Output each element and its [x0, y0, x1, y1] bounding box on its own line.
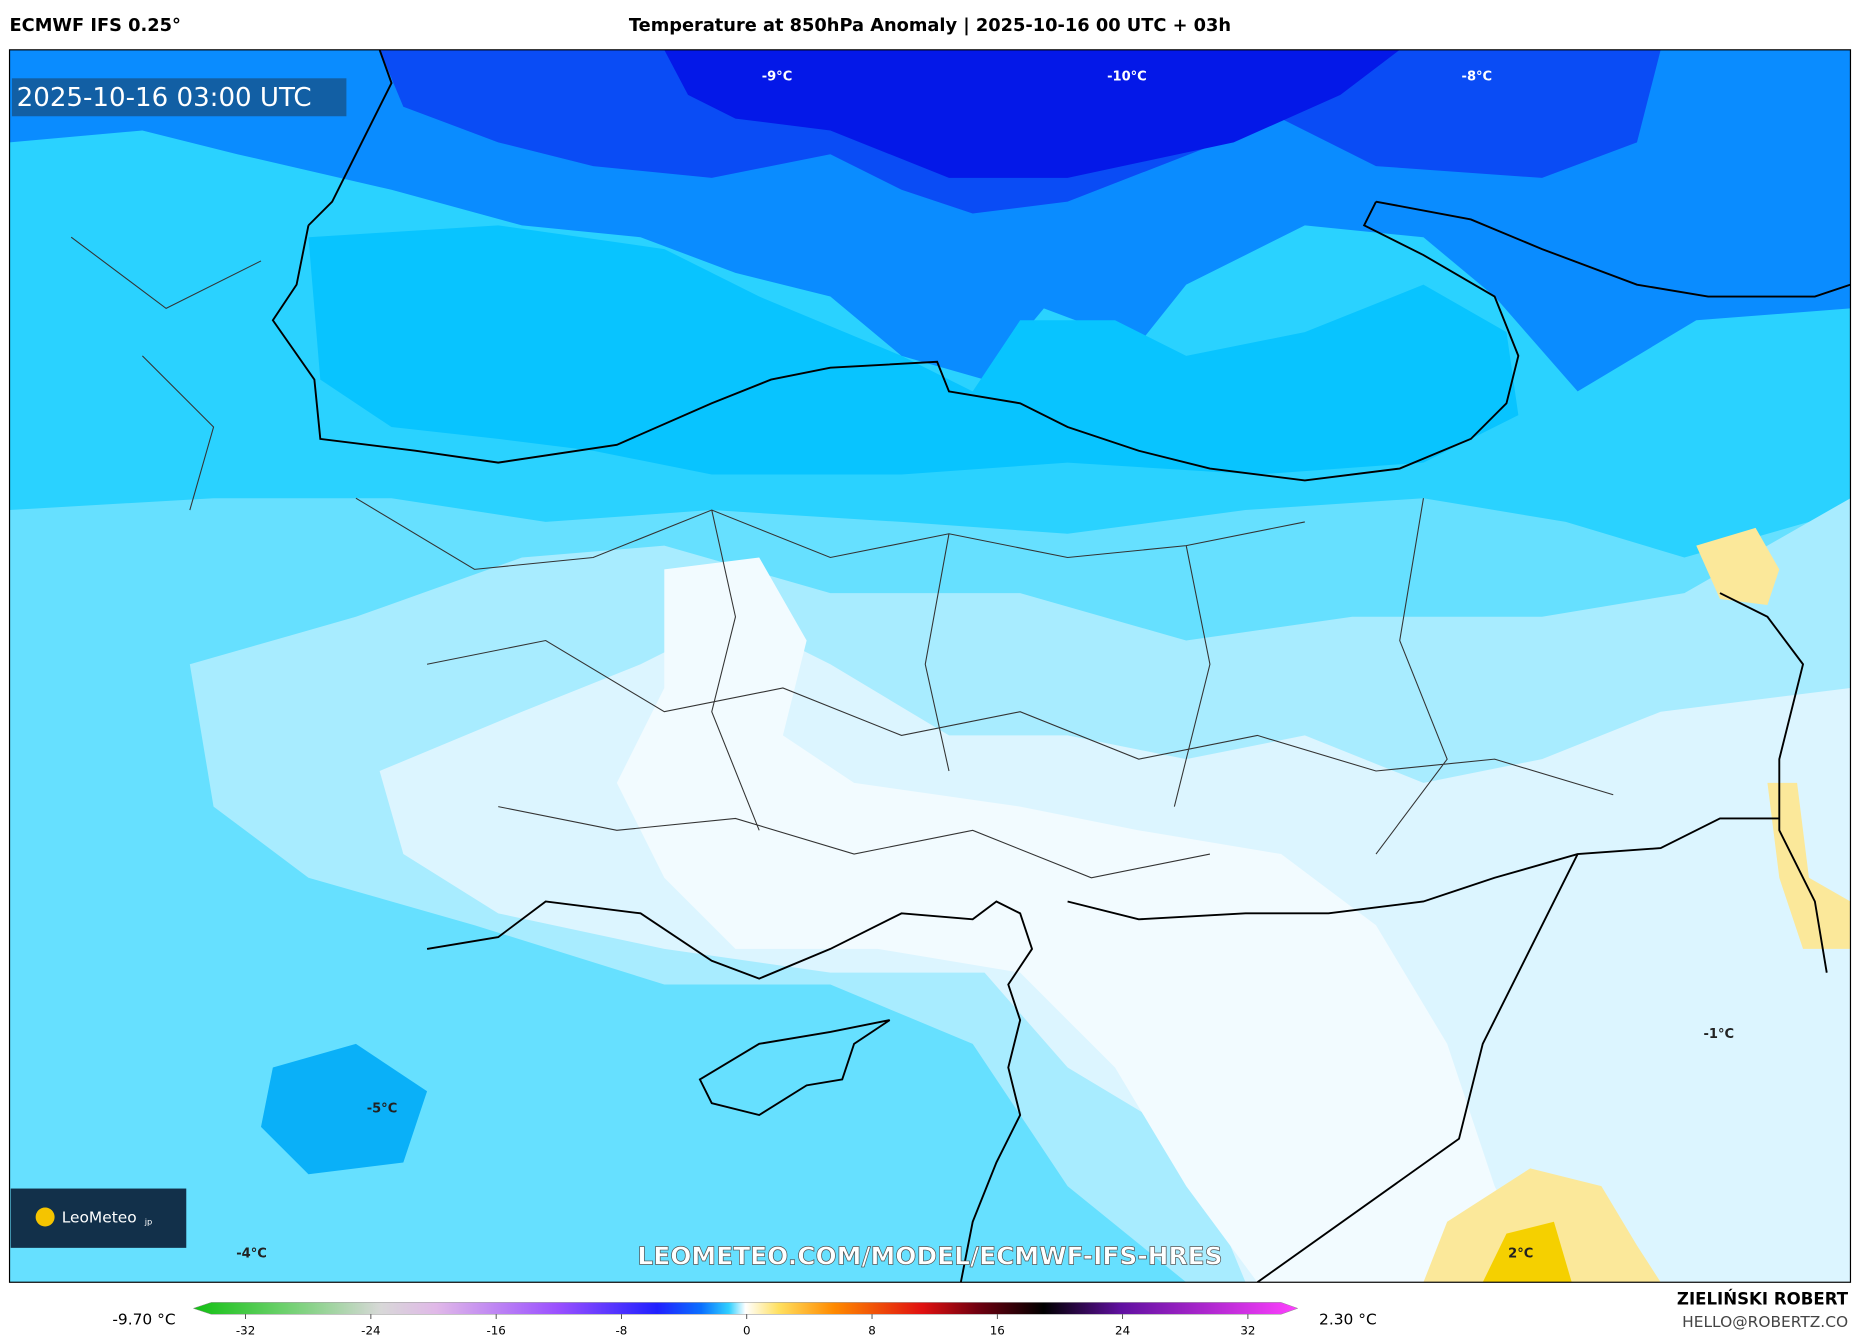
coastline-east [1375, 200, 1851, 298]
map-title: Temperature at 850hPa Anomaly | 2025-10-… [629, 15, 1231, 36]
author: ZIELIŃSKI ROBERT [1677, 1290, 1849, 1309]
coastline-black-sea [271, 201, 1520, 482]
field-sea [308, 225, 1519, 475]
contour-label: -5°C [367, 1102, 398, 1117]
colorbar-tick-label: 32 [1240, 1323, 1255, 1337]
field-warm-4 [1482, 1221, 1572, 1283]
contour-label: -10°C [1107, 70, 1147, 85]
colorbar-tick-label: -8 [616, 1323, 628, 1337]
source-label: ECMWF IFS 0.25° [10, 15, 181, 36]
colorbar-tick-label: 16 [990, 1323, 1005, 1337]
field-cyprus-sea [261, 1043, 428, 1175]
logo-name: LeoMeteo [62, 1209, 137, 1227]
colorbar-tick-label: 8 [868, 1323, 876, 1337]
colorbar [192, 1302, 1299, 1315]
contour-label: -4°C [236, 1246, 267, 1261]
admin-borders [70, 236, 1614, 879]
map-frame [8, 49, 1852, 1283]
colorbar-tick-label: 24 [1115, 1323, 1130, 1337]
colorbar-min: -9.70 °C [112, 1311, 175, 1329]
colorbar-ticks: -32 -24 -16 -8 0 8 16 24 32 [236, 1314, 1255, 1337]
watermark: LEOMETEO.COM/MODEL/ECMWF-IFS-HRES [637, 1241, 1222, 1270]
border-syria-iraq [1256, 853, 1579, 1283]
field-warm-2 [1767, 782, 1851, 949]
coastline-west [307, 49, 393, 227]
coastline-cyprus [698, 1019, 891, 1117]
field-white [616, 557, 1543, 1283]
colorbar-tick-label: -32 [236, 1323, 255, 1337]
border-syria [1067, 817, 1780, 921]
colorbar-tick-label: 0 [743, 1323, 751, 1337]
field-deep-blue [664, 49, 1400, 178]
map [9, 49, 1851, 1283]
logo-suffix: jp [144, 1216, 153, 1226]
time-box [11, 78, 347, 117]
map-labels: -9°C -10°C -8°C -5°C -4°C -1°C 2°C [236, 70, 1734, 1262]
coastline-south [426, 900, 1034, 1283]
contour-label: 2°C [1508, 1246, 1533, 1261]
contour-label: -8°C [1462, 70, 1493, 85]
colorbar-tick-label: -24 [361, 1323, 380, 1337]
logo-sun [35, 1207, 55, 1227]
contour-label: -1°C [1704, 1027, 1735, 1042]
colorbar-max: 2.30 °C [1319, 1311, 1377, 1329]
colorbar-tick-label: -16 [486, 1323, 505, 1337]
border-iran [1719, 592, 1828, 973]
field-warm-1 [1696, 527, 1780, 605]
email: HELLO@ROBERTZ.CO [1682, 1313, 1848, 1331]
contour-label: -9°C [762, 70, 793, 85]
valid-time: 2025-10-16 03:00 UTC [17, 83, 312, 113]
